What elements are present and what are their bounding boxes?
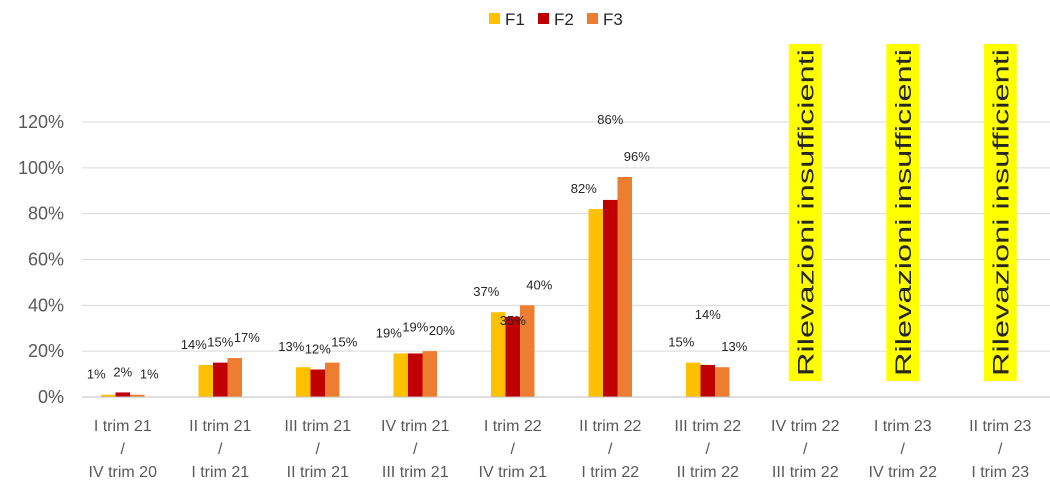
bar-f2 (213, 362, 228, 397)
data-label: 40% (526, 277, 552, 292)
insufficient-data-note: Rilevazioni insufficienti (788, 44, 822, 381)
note-text: Rilevazioni insufficienti (988, 49, 1013, 376)
x-tick-label: II trim 22/I trim 22 (579, 418, 641, 481)
x-tick-label: III trim 21/II trim 21 (284, 418, 351, 481)
data-label: 96% (624, 149, 650, 164)
legend-label: F1 (505, 10, 525, 29)
note-text: Rilevazioni insufficienti (891, 49, 916, 376)
data-label: 14% (181, 337, 207, 352)
data-label: 17% (234, 330, 260, 345)
y-tick-label: 100% (18, 158, 64, 178)
data-label: 1% (140, 367, 159, 382)
legend-item-f2: F2 (538, 10, 574, 29)
x-tick-label: I trim 21/IV trim 20 (89, 418, 158, 481)
x-tick-label: III trim 22/II trim 22 (674, 418, 741, 481)
bar-f3 (422, 351, 437, 397)
data-label: 35% (500, 313, 526, 328)
legend-item-f1: F1 (489, 10, 525, 29)
data-label: 15% (207, 335, 233, 350)
y-axis: 0% 20% 40% 60% 80% 100% 120% (18, 112, 64, 407)
x-tick-label: II trim 21/I trim 21 (189, 418, 251, 481)
bar-f3 (325, 362, 340, 397)
legend-label: F3 (603, 10, 623, 29)
legend-swatch (587, 13, 598, 24)
data-label: 15% (331, 335, 357, 350)
bar-f1 (296, 367, 311, 397)
y-tick-label: 60% (28, 250, 64, 270)
bar-f3 (520, 305, 535, 397)
legend: F1 F2 F3 (489, 10, 623, 29)
y-tick-label: 120% (18, 112, 64, 132)
bar-f1 (686, 362, 701, 397)
bar-f2 (115, 392, 130, 397)
data-label: 13% (721, 339, 747, 354)
data-label: 1% (87, 367, 106, 382)
x-tick-label: I trim 22/IV trim 21 (479, 418, 548, 481)
data-label: 2% (113, 364, 132, 379)
bars (101, 177, 730, 397)
insufficient-data-note: Rilevazioni insufficienti (886, 44, 920, 381)
y-tick-label: 80% (28, 204, 64, 224)
note-background (788, 44, 822, 381)
x-tick-label: I trim 23/IV trim 22 (869, 418, 938, 481)
data-label: 86% (597, 112, 623, 127)
data-label: 19% (376, 325, 402, 340)
annotations: Rilevazioni insufficienti Rilevazioni ins… (788, 44, 1017, 381)
data-label: 37% (473, 284, 499, 299)
bar-f1 (393, 353, 408, 397)
legend-item-f3: F3 (587, 10, 623, 29)
data-label: 13% (278, 339, 304, 354)
bar-f1 (491, 312, 506, 397)
x-tick-label: II trim 23/I trim 23 (969, 418, 1031, 481)
y-tick-label: 40% (28, 295, 64, 315)
x-tick-label: IV trim 22/III trim 22 (771, 418, 840, 481)
data-label: 15% (668, 335, 694, 350)
bar-f3 (130, 394, 145, 397)
x-axis: I trim 21/IV trim 20 II trim 21/I trim 21… (82, 396, 1050, 481)
note-background (886, 44, 920, 381)
bar-f2 (408, 353, 423, 397)
data-label: 20% (429, 323, 455, 338)
data-label: 12% (305, 342, 331, 357)
note-background (983, 44, 1017, 381)
legend-swatch (489, 13, 500, 24)
y-tick-label: 20% (28, 341, 64, 361)
legend-label: F2 (554, 10, 574, 29)
bar-f1 (101, 394, 116, 397)
insufficient-data-note: Rilevazioni insufficienti (983, 44, 1017, 381)
bar-f1 (588, 209, 603, 397)
data-labels: 1%14% 13%19%37%82%15%2%15% 12%19% 35%86%14%… (87, 112, 748, 382)
bar-f2 (505, 316, 520, 397)
legend-swatch (538, 13, 549, 24)
data-label: 14% (695, 307, 721, 322)
y-tick-label: 0% (38, 387, 64, 407)
bar-f3 (227, 358, 242, 397)
data-label: 19% (402, 319, 428, 334)
note-text: Rilevazioni insufficienti (793, 49, 818, 376)
bar-f2 (700, 364, 715, 397)
bar-f3 (715, 367, 730, 397)
bar-f3 (617, 177, 632, 397)
bar-f2 (310, 369, 325, 397)
bar-f2 (603, 199, 618, 397)
x-tick-label: IV trim 21/III trim 21 (381, 418, 450, 481)
data-label: 82% (571, 181, 597, 196)
bar-f1 (198, 364, 213, 397)
